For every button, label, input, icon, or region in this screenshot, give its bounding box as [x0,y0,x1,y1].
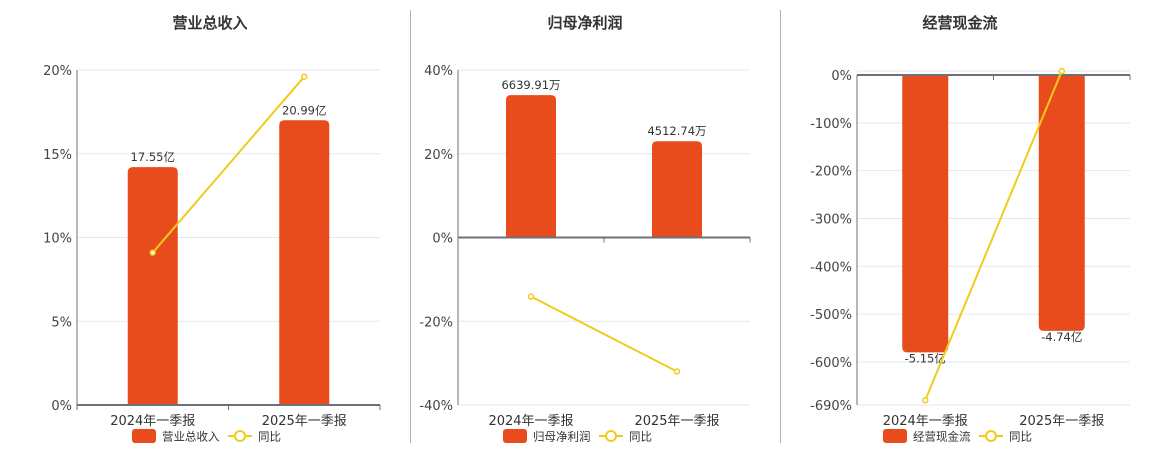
y-tick-label: 40% [424,64,453,79]
x-category-label: 2025年一季报 [634,414,719,429]
legend-line-marker-icon [234,430,246,442]
panel-divider [780,10,781,443]
x-category-label: 2025年一季报 [1019,414,1104,429]
x-category-label: 2024年一季报 [488,414,573,429]
legend-bar-label: 归母净利润 [533,430,591,444]
y-tick-label: -200% [810,165,852,180]
y-tick-label: 10% [43,232,72,247]
bar-value-label: 6639.91万 [501,78,560,92]
y-tick-label: 0% [51,399,72,414]
legend-bar-label: 经营现金流 [913,430,971,444]
bar [506,95,556,238]
y-tick-label: -100% [810,117,852,132]
panel-divider [410,10,411,443]
y-tick-label: -40% [419,399,453,414]
chart-title: 归母净利润 [547,14,623,32]
legend-line-label: 同比 [629,430,652,444]
x-category-label: 2024年一季报 [110,414,195,429]
chart-title: 经营现金流 [922,14,998,32]
legend-bar-label: 营业总收入 [162,430,220,444]
legend-bar-swatch-icon [883,429,907,443]
legend-bar-swatch-icon [503,429,527,443]
legend[interactable]: 归母净利润 同比 [503,429,652,444]
legend-line-label: 同比 [1009,430,1032,444]
bar [902,75,949,353]
y-tick-label: 20% [43,64,72,79]
bar-value-label: -4.74亿 [1041,330,1082,344]
yoy-line [151,76,306,254]
yoy-point [673,368,681,375]
yoy-line [530,295,678,373]
y-tick-label: -20% [419,315,453,330]
bar [127,167,178,405]
y-tick-label: -300% [810,212,852,227]
y-tick-label: 15% [43,148,72,163]
legend-bar-swatch-icon [132,429,156,443]
legend-line-marker-icon [605,430,617,442]
y-tick-label: -400% [810,260,852,275]
x-category-label: 2025年一季报 [262,414,347,429]
bar-value-label: 17.55亿 [131,150,175,164]
y-tick-label: -500% [810,308,852,323]
yoy-point [527,293,535,300]
y-tick-label: -600% [810,356,852,371]
legend-line-label: 同比 [258,430,281,444]
chart-title: 营业总收入 [172,14,248,32]
y-tick-label: 0% [432,232,453,247]
bar [1038,75,1085,331]
chart-panel-revenue: 营业总收入 0% 5% 10% 15% 20% 17.55亿 20.99亿 2024年一季报 2… [0,0,410,450]
bar-value-label: 4512.74万 [647,124,706,138]
bar [652,141,702,238]
x-category-label: 2024年一季报 [883,414,968,429]
yoy-point [149,249,156,256]
y-tick-label: -690% [810,399,852,414]
yoy-point [922,396,929,404]
legend[interactable]: 经营现金流 同比 [883,429,1032,444]
chart-net-profit: -40% -20% 0% 20% 40% 6639.91万 4512.74万 2024年一季报… [419,64,751,444]
bar [279,120,330,405]
bar-value-label: 20.99亿 [282,103,326,117]
y-tick-label: 0% [831,69,852,84]
y-tick-label: 20% [424,148,453,163]
bar-value-label: -5.15亿 [905,351,946,365]
legend[interactable]: 营业总收入 同比 [132,429,281,444]
yoy-point [301,73,308,80]
yoy-line [924,70,1063,401]
chart-panel-net-profit: 归母净利润 -40% -20% 0% 20% 40% 6639.91万 4512.74万 20… [419,14,751,444]
legend-line-marker-icon [985,430,997,442]
y-tick-label: 5% [51,315,72,330]
yoy-point [1058,67,1065,75]
chart-revenue: 0% 5% 10% 15% 20% 17.55亿 20.99亿 2024年一季报 2025年一季… [43,64,381,444]
